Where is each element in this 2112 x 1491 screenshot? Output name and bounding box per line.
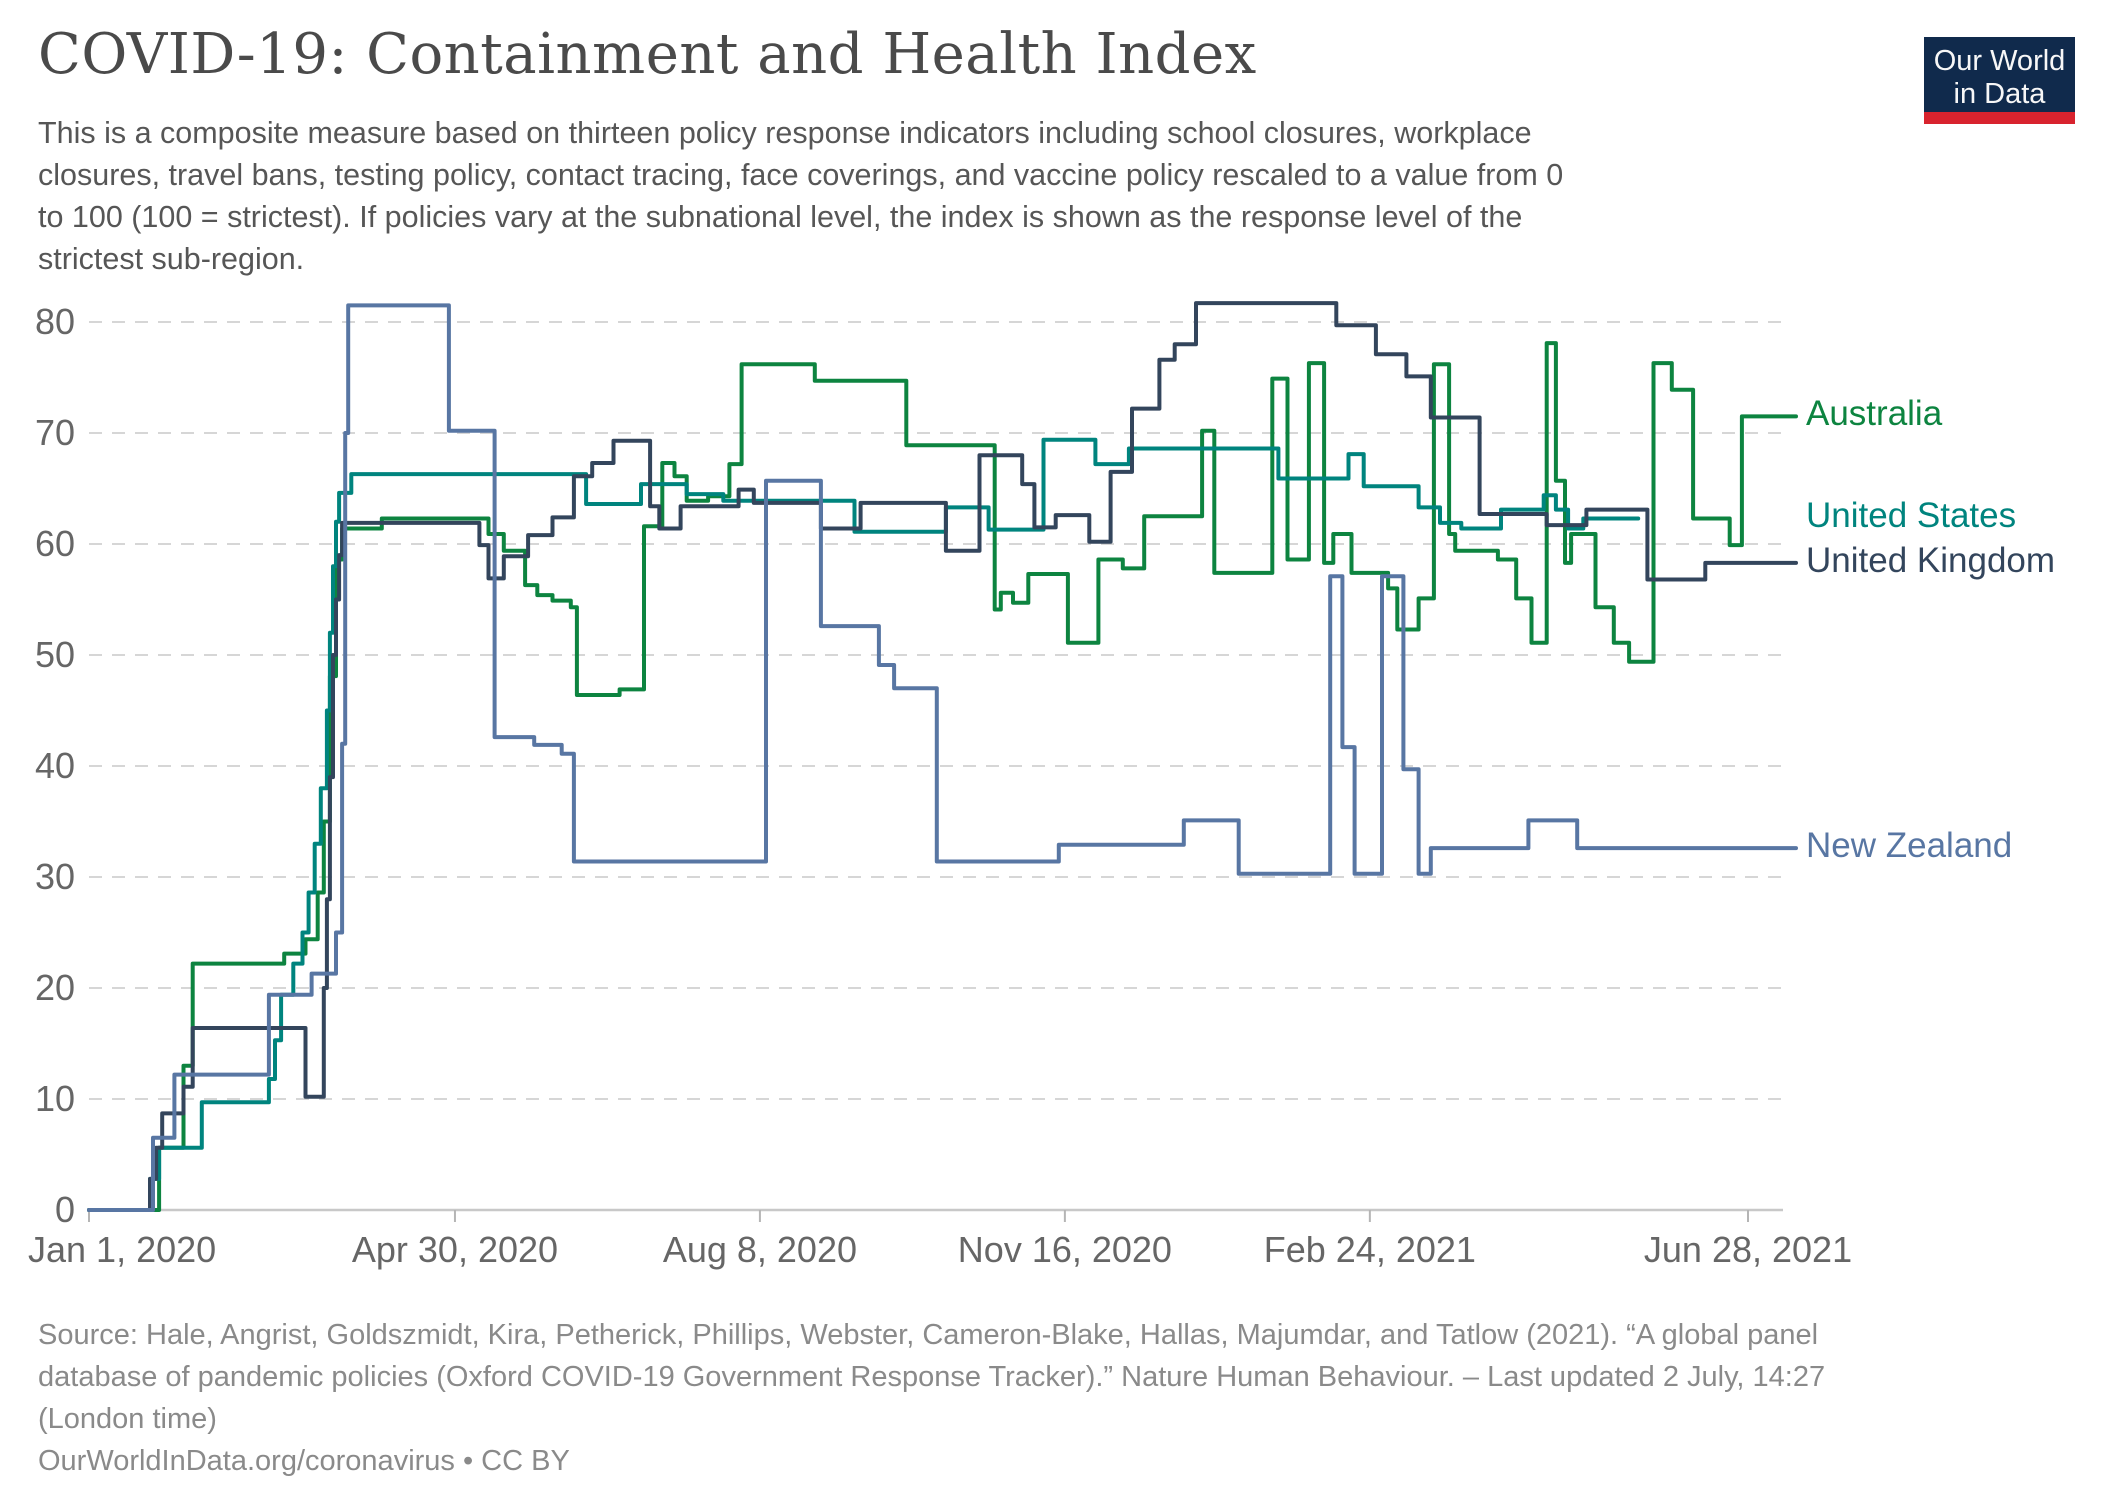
y-tick-label: 10 <box>35 1078 75 1119</box>
x-tick-label: Jan 1, 2020 <box>28 1229 216 1270</box>
x-tick-label: Nov 16, 2020 <box>958 1229 1172 1270</box>
y-tick-label: 20 <box>35 967 75 1008</box>
y-tick-label: 60 <box>35 523 75 564</box>
y-tick-label: 50 <box>35 634 75 675</box>
source-line: Source: Hale, Angrist, Goldszmidt, Kira,… <box>38 1319 1819 1351</box>
source-note: Source: Hale, Angrist, Goldszmidt, Kira,… <box>38 1314 2038 1482</box>
series-line-australia[interactable] <box>87 341 1798 1212</box>
owid-logo-text: Our World in Data <box>1933 45 2066 110</box>
y-tick-label: 40 <box>35 745 75 786</box>
series-line-united-states[interactable] <box>87 437 1641 1212</box>
chart-subtitle: This is a composite measure based on thi… <box>38 112 1918 280</box>
series-label-australia[interactable]: Australia <box>1806 394 1943 434</box>
x-tick-label: Apr 30, 2020 <box>352 1229 558 1270</box>
subtitle-line: strictest sub-region. <box>38 242 305 276</box>
y-tick-label: 80 <box>35 301 75 342</box>
owid-logo-red-bar <box>1924 112 2075 124</box>
x-tick-label: Aug 8, 2020 <box>663 1229 857 1270</box>
y-tick-label: 0 <box>55 1189 75 1230</box>
series-label-new-zealand[interactable]: New Zealand <box>1806 826 2013 866</box>
series-label-united-states[interactable]: United States <box>1806 496 2017 536</box>
owid-cc-link[interactable]: OurWorldInData.org/coronavirus • CC BY <box>38 1445 570 1477</box>
series-label-united-kingdom[interactable]: United Kingdom <box>1806 540 2056 580</box>
page-title: COVID-19: Containment and Health Index <box>38 22 1257 87</box>
source-line: (London time) <box>38 1403 217 1435</box>
series-line-united-kingdom[interactable] <box>87 301 1798 1212</box>
subtitle-line: closures, travel bans, testing policy, c… <box>38 158 1564 192</box>
x-tick-label: Jun 28, 2021 <box>1644 1229 1852 1270</box>
source-line: database of pandemic policies (Oxford CO… <box>38 1361 1826 1393</box>
subtitle-line: to 100 (100 = strictest). If policies va… <box>38 200 1523 234</box>
subtitle-line: This is a composite measure based on thi… <box>38 116 1532 150</box>
y-tick-label: 70 <box>35 412 75 453</box>
owid-logo[interactable]: Our World in Data <box>1924 37 2075 124</box>
series-line-new-zealand[interactable] <box>87 303 1798 1212</box>
y-tick-label: 30 <box>35 856 75 897</box>
x-tick-label: Feb 24, 2021 <box>1264 1229 1476 1270</box>
